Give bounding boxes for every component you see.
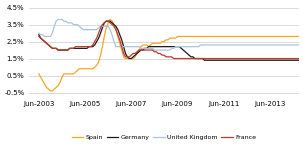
Line: France: France xyxy=(39,21,299,59)
Line: Germany: Germany xyxy=(39,21,299,60)
Legend: Spain, Germany, United Kingdom, France: Spain, Germany, United Kingdom, France xyxy=(69,132,259,142)
Line: Spain: Spain xyxy=(39,19,299,91)
Line: United Kingdom: United Kingdom xyxy=(39,19,299,50)
